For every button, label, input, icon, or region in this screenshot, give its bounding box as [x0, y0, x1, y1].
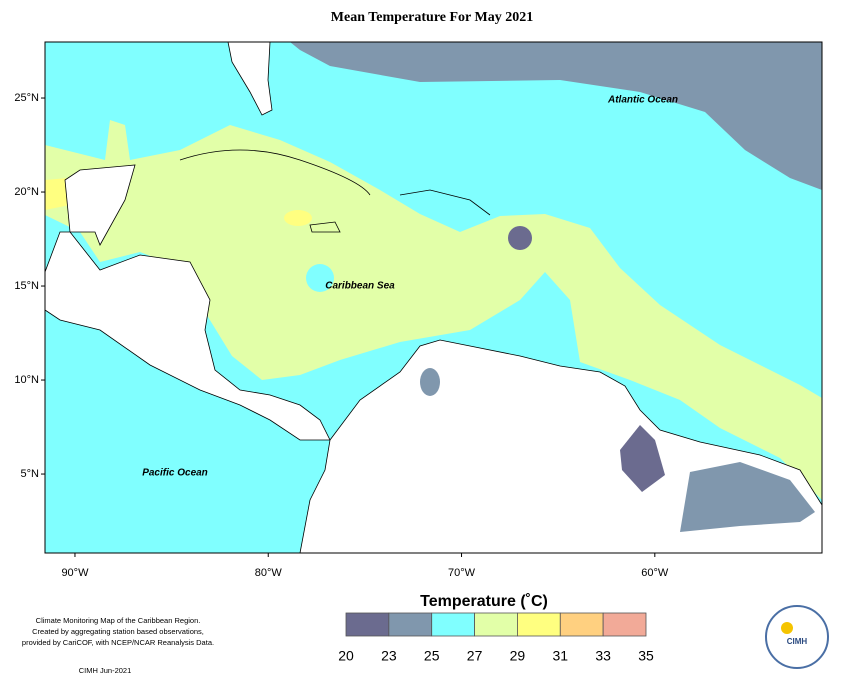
lon-tick-label: 90°W — [61, 567, 89, 579]
lat-tick-label: 25°N — [14, 92, 39, 104]
ocean-label: Caribbean Sea — [325, 281, 395, 292]
legend: 20 23 25 27 29 31 33 35 — [338, 612, 654, 664]
temp-zone — [290, 42, 822, 190]
temp-zone — [508, 226, 532, 250]
note: Climate Monitoring Map of the Caribbean … — [36, 616, 201, 625]
temp-zone — [620, 425, 665, 492]
temp-zone — [420, 368, 440, 396]
notes: Climate Monitoring Map of the Caribbean … — [22, 616, 214, 675]
temp-zone — [284, 210, 312, 226]
temp-zone — [45, 178, 70, 210]
logo: CIMH — [765, 605, 829, 669]
lon-tick-label: 70°W — [448, 567, 476, 579]
legend-swatch — [431, 612, 475, 637]
lon-tick-label: 80°W — [255, 567, 283, 579]
legend-tick-label: 23 — [381, 648, 397, 664]
legend-tick-label: 20 — [338, 648, 354, 664]
logo-circle — [765, 605, 829, 669]
legend-swatch — [388, 612, 433, 637]
legend-tick-label: 29 — [510, 648, 526, 664]
map-ticks: 25°N 20°N 15°N 10°N 5°N 90°W 80°W 70°W 60°W — [14, 92, 669, 579]
logo-text: CIMH — [787, 637, 808, 646]
lat-tick-label: 10°N — [14, 374, 39, 386]
ocean-label: Atlantic Ocean — [607, 95, 678, 106]
ocean-label: Pacific Ocean — [142, 468, 208, 479]
legend-tick-label: 33 — [595, 648, 611, 664]
lon-tick-label: 60°W — [641, 567, 669, 579]
legend-swatch — [517, 612, 561, 637]
logo-sun — [781, 622, 793, 634]
lat-tick-label: 20°N — [14, 186, 39, 198]
temp-zone — [45, 120, 822, 500]
legend-tick-label: 27 — [467, 648, 483, 664]
legend-tick-label: 31 — [552, 648, 568, 664]
legend-swatch — [602, 612, 647, 637]
legend-tick-label: 25 — [424, 648, 440, 664]
legend-tick-label: 35 — [638, 648, 654, 664]
land — [227, 41, 273, 116]
temp-zone — [680, 462, 815, 532]
legend-swatch — [474, 612, 518, 637]
land — [44, 164, 331, 441]
temp-zone — [306, 264, 334, 292]
note: provided by CariCOF, with NCEP/NCAR Rean… — [22, 638, 214, 647]
lat-tick-label: 5°N — [21, 468, 40, 480]
map: Atlantic Ocean Caribbean Sea Pacific Oce… — [44, 41, 823, 554]
island-outline — [179, 149, 491, 233]
note: Created by aggregating station based obs… — [32, 627, 204, 636]
legend-swatch — [345, 612, 390, 637]
title: Mean Temperature For May 2021 — [331, 10, 533, 25]
lat-tick-label: 15°N — [14, 280, 39, 292]
legend-title: Temperature (˚C) — [420, 593, 548, 610]
footer: CIMH Jun-2021 — [79, 666, 132, 675]
map-frame — [44, 41, 823, 554]
legend-swatch — [559, 612, 604, 637]
